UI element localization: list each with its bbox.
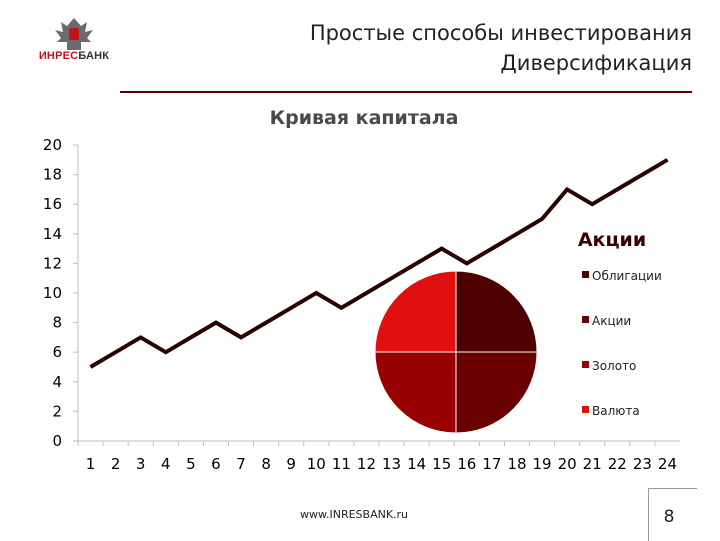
logo-text-dark: БАНК	[78, 50, 109, 62]
x-tick-label: 5	[186, 455, 196, 473]
y-axis: 0 2 4 6 8 10 12 14 16 18 20	[43, 136, 78, 450]
x-tick-label: 14	[407, 455, 426, 473]
page-number-box: 8	[648, 488, 697, 541]
pie-legend: Облигации Акции Золото Валюта	[582, 269, 662, 418]
legend-swatch	[582, 271, 589, 278]
y-tick-label: 4	[52, 373, 62, 391]
y-tick-label: 10	[43, 284, 62, 302]
legend-label: Облигации	[592, 269, 662, 283]
x-tick-label: 19	[532, 455, 551, 473]
legend-swatch	[582, 361, 589, 368]
y-tick-label: 8	[52, 314, 62, 332]
footer-url: www.INRESBANK.ru	[300, 508, 408, 521]
x-tick-label: 17	[482, 455, 501, 473]
x-tick-label: 12	[357, 455, 376, 473]
x-tick-label: 2	[111, 455, 121, 473]
y-tick-label: 2	[52, 402, 62, 420]
bank-logo-emblem-icon	[33, 12, 115, 72]
x-tick-label: 20	[558, 455, 577, 473]
y-tick-label: 14	[43, 225, 62, 243]
x-tick-label: 23	[633, 455, 652, 473]
x-tick-label: 10	[307, 455, 326, 473]
pie-slice	[375, 271, 456, 352]
pie-slice	[375, 352, 456, 433]
y-tick-label: 16	[43, 195, 62, 213]
x-tick-label: 21	[583, 455, 602, 473]
chart-title: Кривая капитала	[270, 107, 459, 129]
x-tick-label: 13	[382, 455, 401, 473]
x-tick-label: 22	[608, 455, 627, 473]
page-number: 8	[649, 507, 689, 527]
slide-title-line-2: Диверсификация	[310, 48, 692, 78]
pie-title: Акции	[578, 229, 646, 251]
pie-slice	[456, 352, 537, 433]
header-divider	[120, 91, 692, 93]
x-tick-label: 7	[236, 455, 246, 473]
x-tick-label: 16	[457, 455, 476, 473]
legend-label: Акции	[592, 314, 631, 328]
x-tick-label: 24	[658, 455, 677, 473]
bank-logo-text: ИНРЕСБАНК	[33, 50, 115, 62]
y-tick-label: 0	[52, 432, 62, 450]
x-tick-label: 15	[432, 455, 451, 473]
legend-label: Валюта	[592, 404, 640, 418]
y-tick-label: 20	[43, 136, 62, 154]
legend-swatch	[582, 406, 589, 413]
x-tick-label: 8	[261, 455, 271, 473]
x-tick-label: 11	[332, 455, 351, 473]
x-tick-label: 18	[507, 455, 526, 473]
x-tick-label: 1	[86, 455, 96, 473]
pie-slice	[456, 271, 537, 352]
slide-title-line-1: Простые способы инвестирования	[310, 18, 692, 48]
x-tick-label: 6	[211, 455, 221, 473]
y-tick-label: 12	[43, 254, 62, 272]
x-tick-label: 4	[161, 455, 171, 473]
legend-label: Золото	[592, 359, 636, 373]
x-tick-label: 3	[136, 455, 146, 473]
logo-text-red: ИНРЕС	[39, 50, 78, 62]
slide-title: Простые способы инвестирования Диверсифи…	[310, 18, 692, 78]
y-tick-label: 18	[43, 166, 62, 184]
x-tick-label: 9	[286, 455, 296, 473]
y-tick-label: 6	[52, 343, 62, 361]
legend-swatch	[582, 316, 589, 323]
pie-chart	[375, 271, 537, 433]
